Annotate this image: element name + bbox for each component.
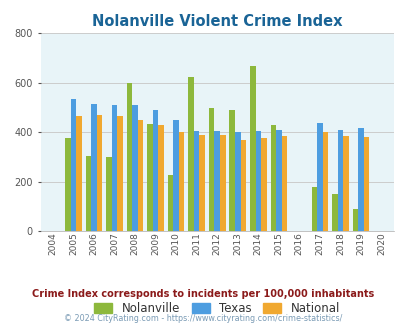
Bar	[132, 105, 138, 231]
Bar	[255, 131, 260, 231]
Bar	[117, 116, 123, 231]
Bar	[249, 66, 255, 231]
Bar	[106, 157, 111, 231]
Bar	[138, 120, 143, 231]
Bar	[111, 105, 117, 231]
Bar	[234, 132, 240, 231]
Bar	[91, 104, 96, 231]
Bar	[352, 209, 357, 231]
Bar	[229, 110, 234, 231]
Bar	[76, 116, 81, 231]
Bar	[342, 137, 348, 231]
Bar	[158, 125, 164, 231]
Bar	[152, 110, 158, 231]
Bar	[240, 140, 245, 231]
Bar	[70, 99, 76, 231]
Bar	[126, 82, 132, 231]
Bar	[188, 77, 194, 231]
Bar	[357, 128, 363, 231]
Text: © 2024 CityRating.com - https://www.cityrating.com/crime-statistics/: © 2024 CityRating.com - https://www.city…	[64, 314, 341, 323]
Bar	[270, 125, 275, 231]
Bar	[363, 137, 369, 231]
Bar	[260, 138, 266, 231]
Bar	[209, 108, 214, 231]
Bar	[194, 131, 199, 231]
Bar	[322, 132, 327, 231]
Bar	[331, 194, 337, 231]
Bar	[167, 175, 173, 231]
Bar	[173, 120, 179, 231]
Bar	[337, 130, 342, 231]
Bar	[65, 138, 70, 231]
Legend: Nolanville, Texas, National: Nolanville, Texas, National	[88, 296, 345, 321]
Bar	[199, 135, 205, 231]
Title: Nolanville Violent Crime Index: Nolanville Violent Crime Index	[92, 14, 341, 29]
Bar	[316, 123, 322, 231]
Bar	[311, 187, 316, 231]
Bar	[96, 115, 102, 231]
Bar	[220, 135, 225, 231]
Bar	[275, 130, 281, 231]
Bar	[179, 132, 184, 231]
Bar	[281, 136, 286, 231]
Text: Crime Index corresponds to incidents per 100,000 inhabitants: Crime Index corresponds to incidents per…	[32, 289, 373, 299]
Bar	[147, 124, 152, 231]
Bar	[214, 131, 220, 231]
Bar	[85, 155, 91, 231]
